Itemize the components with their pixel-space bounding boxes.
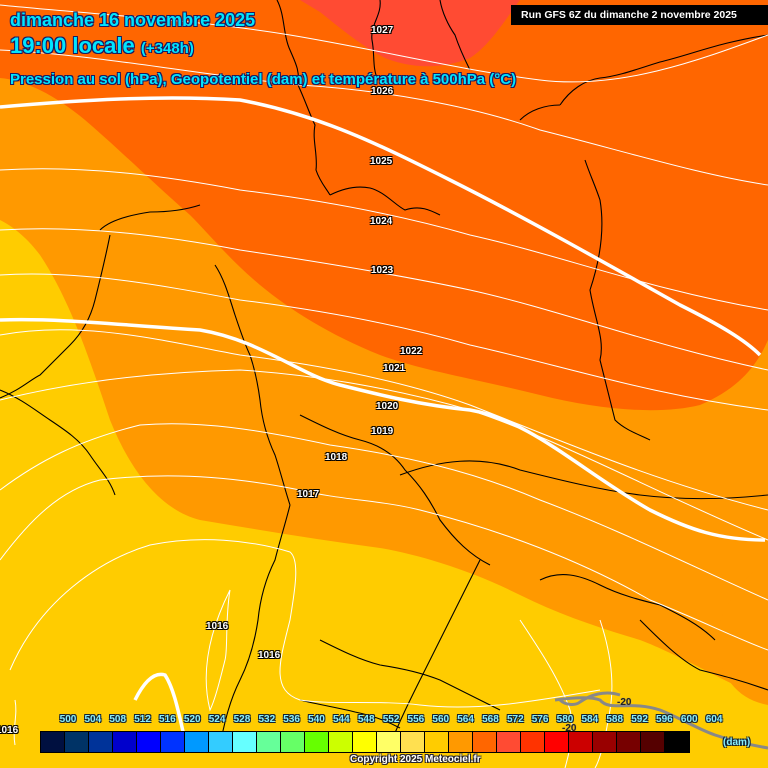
legend-tick: 540 — [308, 714, 325, 725]
legend-swatch — [569, 732, 593, 752]
legend-swatch — [545, 732, 569, 752]
isobar-label: 1026 — [371, 86, 394, 97]
legend-tick: 572 — [506, 714, 524, 725]
legend-swatch — [497, 732, 521, 752]
legend-tick: 532 — [258, 714, 276, 725]
forecast-time: 19:00 locale (+348h) — [10, 33, 194, 59]
legend-swatch — [329, 732, 353, 752]
isobar-label: 1019 — [371, 426, 394, 437]
temperature-label: -20 — [562, 723, 577, 734]
legend-swatch — [641, 732, 665, 752]
legend-tick: 564 — [457, 714, 474, 725]
legend-swatch — [521, 732, 545, 752]
color-legend — [40, 731, 690, 753]
legend-swatch — [185, 732, 209, 752]
legend-tick: 500 — [59, 714, 77, 725]
legend-swatch — [113, 732, 137, 752]
legend-swatch — [161, 732, 185, 752]
legend-swatch — [665, 732, 689, 752]
legend-swatch — [617, 732, 641, 752]
legend-tick: 568 — [482, 714, 499, 725]
isobar-label: 1023 — [371, 265, 394, 276]
legend-swatch — [233, 732, 257, 752]
legend-swatch — [137, 732, 161, 752]
legend-tick: 544 — [333, 714, 350, 725]
isobar-label: 1016 — [258, 650, 281, 661]
legend-tick: 584 — [581, 714, 599, 725]
legend-tick: 560 — [432, 714, 450, 725]
legend-swatch — [377, 732, 401, 752]
isobar-label: 1018 — [325, 452, 348, 463]
isobar-label: 1022 — [400, 346, 423, 357]
legend-swatch — [425, 732, 449, 752]
legend-tick: 524 — [208, 714, 226, 725]
isobar-label: 1024 — [370, 216, 393, 227]
legend-tick: 528 — [233, 714, 251, 725]
legend-tick: 508 — [109, 714, 127, 725]
isobar-label: 1016 — [206, 621, 229, 632]
legend-tick: 592 — [631, 714, 648, 725]
forecast-lead-hours: (+348h) — [140, 40, 194, 57]
temperature-isotherm — [554, 691, 768, 750]
isobar-label: 1027 — [371, 25, 394, 36]
legend-tick: 552 — [382, 714, 400, 725]
legend-swatch — [473, 732, 497, 752]
legend-swatch — [353, 732, 377, 752]
legend-swatch — [305, 732, 329, 752]
forecast-date: dimanche 16 novembre 2025 — [10, 10, 256, 30]
legend-swatch — [209, 732, 233, 752]
legend-swatch — [257, 732, 281, 752]
geopotential-lines — [0, 96, 766, 741]
model-run-label: Run GFS 6Z du dimanche 2 novembre 2025 — [511, 5, 768, 25]
legend-swatch — [449, 732, 473, 752]
legend-tick: 596 — [656, 714, 673, 725]
legend-tick: 520 — [183, 714, 201, 725]
isobar-label: 1020 — [376, 401, 399, 412]
legend-swatch — [281, 732, 305, 752]
zone-564-se — [715, 560, 768, 705]
legend-tick: 604 — [705, 714, 723, 725]
copyright: Copyright 2025 Meteociel.fr — [350, 754, 481, 765]
legend-tick: 556 — [407, 714, 425, 725]
map-description: Pression au sol (hPa), Geopotentiel (dam… — [10, 71, 517, 88]
legend-swatch — [401, 732, 425, 752]
legend-swatch — [41, 732, 65, 752]
legend-tick: 576 — [531, 714, 549, 725]
legend-tick: 580 — [556, 714, 574, 725]
forecast-local-time: 19:00 locale — [10, 33, 135, 58]
zone-572 — [300, 0, 520, 67]
isobar-label: 1025 — [370, 156, 393, 167]
legend-tick: 548 — [357, 714, 375, 725]
legend-tick: 516 — [159, 714, 176, 725]
borders — [0, 0, 768, 746]
legend-tick: 600 — [680, 714, 698, 725]
legend-swatch — [65, 732, 89, 752]
legend-tick: 512 — [134, 714, 151, 725]
legend-swatch — [89, 732, 113, 752]
isobar-label: 1016 — [0, 725, 19, 736]
legend-tick: 536 — [283, 714, 300, 725]
legend-tick: 588 — [606, 714, 624, 725]
zone-568 — [0, 0, 768, 411]
temperature-label: -20 — [617, 697, 632, 708]
isobars — [0, 4, 768, 768]
legend-unit: (dam) — [723, 737, 751, 748]
legend-tick: 504 — [84, 714, 102, 725]
isobar-label: 1021 — [383, 363, 406, 374]
isobar-label: 1017 — [297, 489, 320, 500]
legend-swatch — [593, 732, 617, 752]
